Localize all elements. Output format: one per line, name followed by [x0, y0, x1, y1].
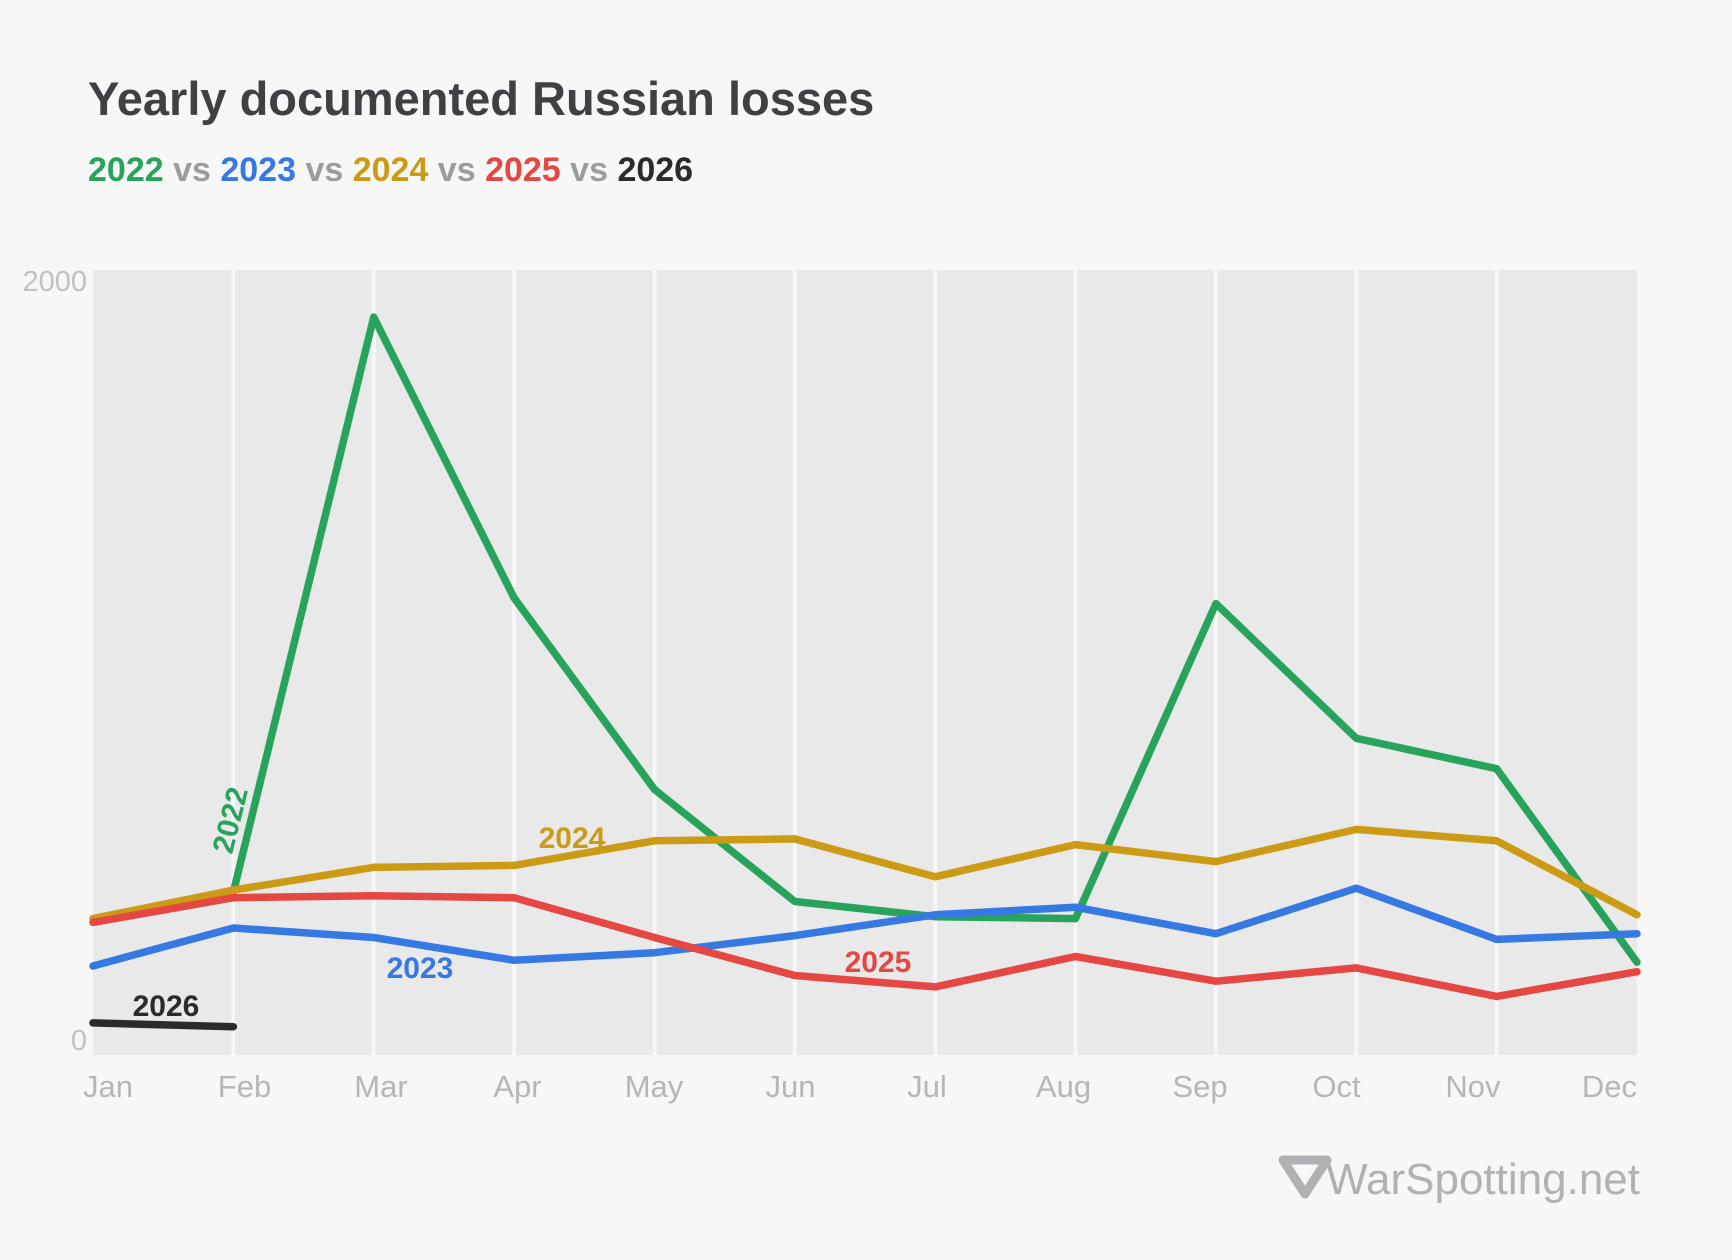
legend-item-2022: 2022 [88, 151, 164, 189]
y-axis-tick-2000: 2000 [22, 266, 87, 298]
x-axis-label-may: May [625, 1069, 684, 1104]
x-axis-label-feb: Feb [218, 1069, 271, 1104]
series-label-2025: 2025 [845, 946, 912, 979]
x-axis-label-aug: Aug [1036, 1069, 1091, 1104]
legend: 2022 vs 2023 vs 2024 vs 2025 vs 2026 [88, 151, 693, 189]
x-axis-label-jan: Jan [83, 1069, 133, 1104]
legend-item-2023: 2023 [220, 151, 296, 189]
watermark-text: WarSpotting.net [1326, 1155, 1640, 1204]
x-axis-label-nov: Nov [1445, 1069, 1501, 1104]
legend-separator: vs [164, 151, 221, 189]
series-line-2025 [89, 892, 1641, 1001]
legend-item-2025: 2025 [485, 151, 561, 189]
series-line-2023 [89, 884, 1641, 970]
x-axis-label-oct: Oct [1312, 1069, 1361, 1104]
series-line-2024 [89, 825, 1641, 923]
legend-separator: vs [296, 151, 353, 189]
x-axis-label-jun: Jun [766, 1069, 816, 1104]
chart-title: Yearly documented Russian losses [88, 72, 874, 125]
gridlines [231, 270, 1499, 1055]
watermark: WarSpotting.net [1278, 1155, 1640, 1204]
x-axis-label-sep: Sep [1172, 1069, 1227, 1104]
legend-item-2026: 2026 [617, 151, 693, 189]
series-line-2026 [89, 1019, 238, 1031]
x-axis-label-jul: Jul [907, 1069, 947, 1104]
series-label-2026: 2026 [133, 990, 200, 1023]
x-axis-label-dec: Dec [1582, 1069, 1637, 1104]
x-axis-label-apr: Apr [493, 1069, 541, 1104]
series-label-2024: 2024 [539, 822, 606, 855]
series-label-2023: 2023 [387, 952, 454, 985]
legend-separator: vs [428, 151, 485, 189]
legend-item-2024: 2024 [353, 151, 429, 189]
x-axis-label-mar: Mar [354, 1069, 407, 1104]
warspotting-logo-icon [1278, 1155, 1332, 1199]
y-axis-tick-0: 0 [71, 1025, 87, 1057]
series-lines [89, 313, 1641, 1031]
x-axis-labels: Jan Feb Mar Apr May Jun Jul Aug Sep Oct Nov Dec [83, 1069, 1637, 1104]
legend-separator: vs [561, 151, 618, 189]
